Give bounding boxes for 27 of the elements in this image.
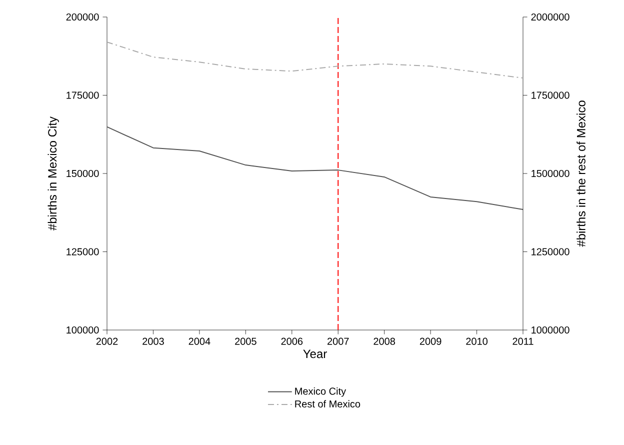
x-tick-label: 2006	[281, 338, 303, 345]
y2-axis-title: #births in the rest of Mexico	[576, 100, 586, 247]
y-tick-label: 100000	[66, 326, 99, 334]
x-tick-label: 2003	[142, 338, 164, 345]
legend-label: Mexico City	[295, 387, 346, 397]
y-tick-label: 200000	[66, 13, 99, 21]
y-tick-label: 150000	[66, 170, 99, 178]
x-tick-label: 2004	[188, 338, 210, 345]
legend-label: Rest of Mexico	[295, 400, 360, 408]
y2-tick-label: 1250000	[532, 248, 570, 256]
y2-tick-label: 1500000	[532, 170, 570, 178]
line-series	[107, 126, 524, 210]
x-tick-label: 2008	[374, 338, 396, 345]
x-tick-label: 2002	[96, 338, 118, 345]
y-tick-label: 125000	[66, 248, 99, 256]
line-series	[107, 42, 524, 79]
y-axis-title: #births in Mexico City	[48, 116, 59, 230]
x-tick-label: 2010	[466, 338, 488, 345]
y2-tick-label: 1000000	[532, 326, 570, 334]
x-tick-label: 2007	[327, 338, 349, 345]
x-tick-label: 2009	[420, 338, 442, 345]
y-tick-label: 175000	[66, 92, 99, 99]
x-tick-label: 2005	[235, 338, 256, 345]
x-axis-title: Year	[303, 350, 327, 358]
y2-tick-label: 1750000	[532, 92, 570, 99]
x-tick-label: 2011	[512, 338, 534, 345]
y2-tick-label: 2000000	[531, 13, 570, 21]
